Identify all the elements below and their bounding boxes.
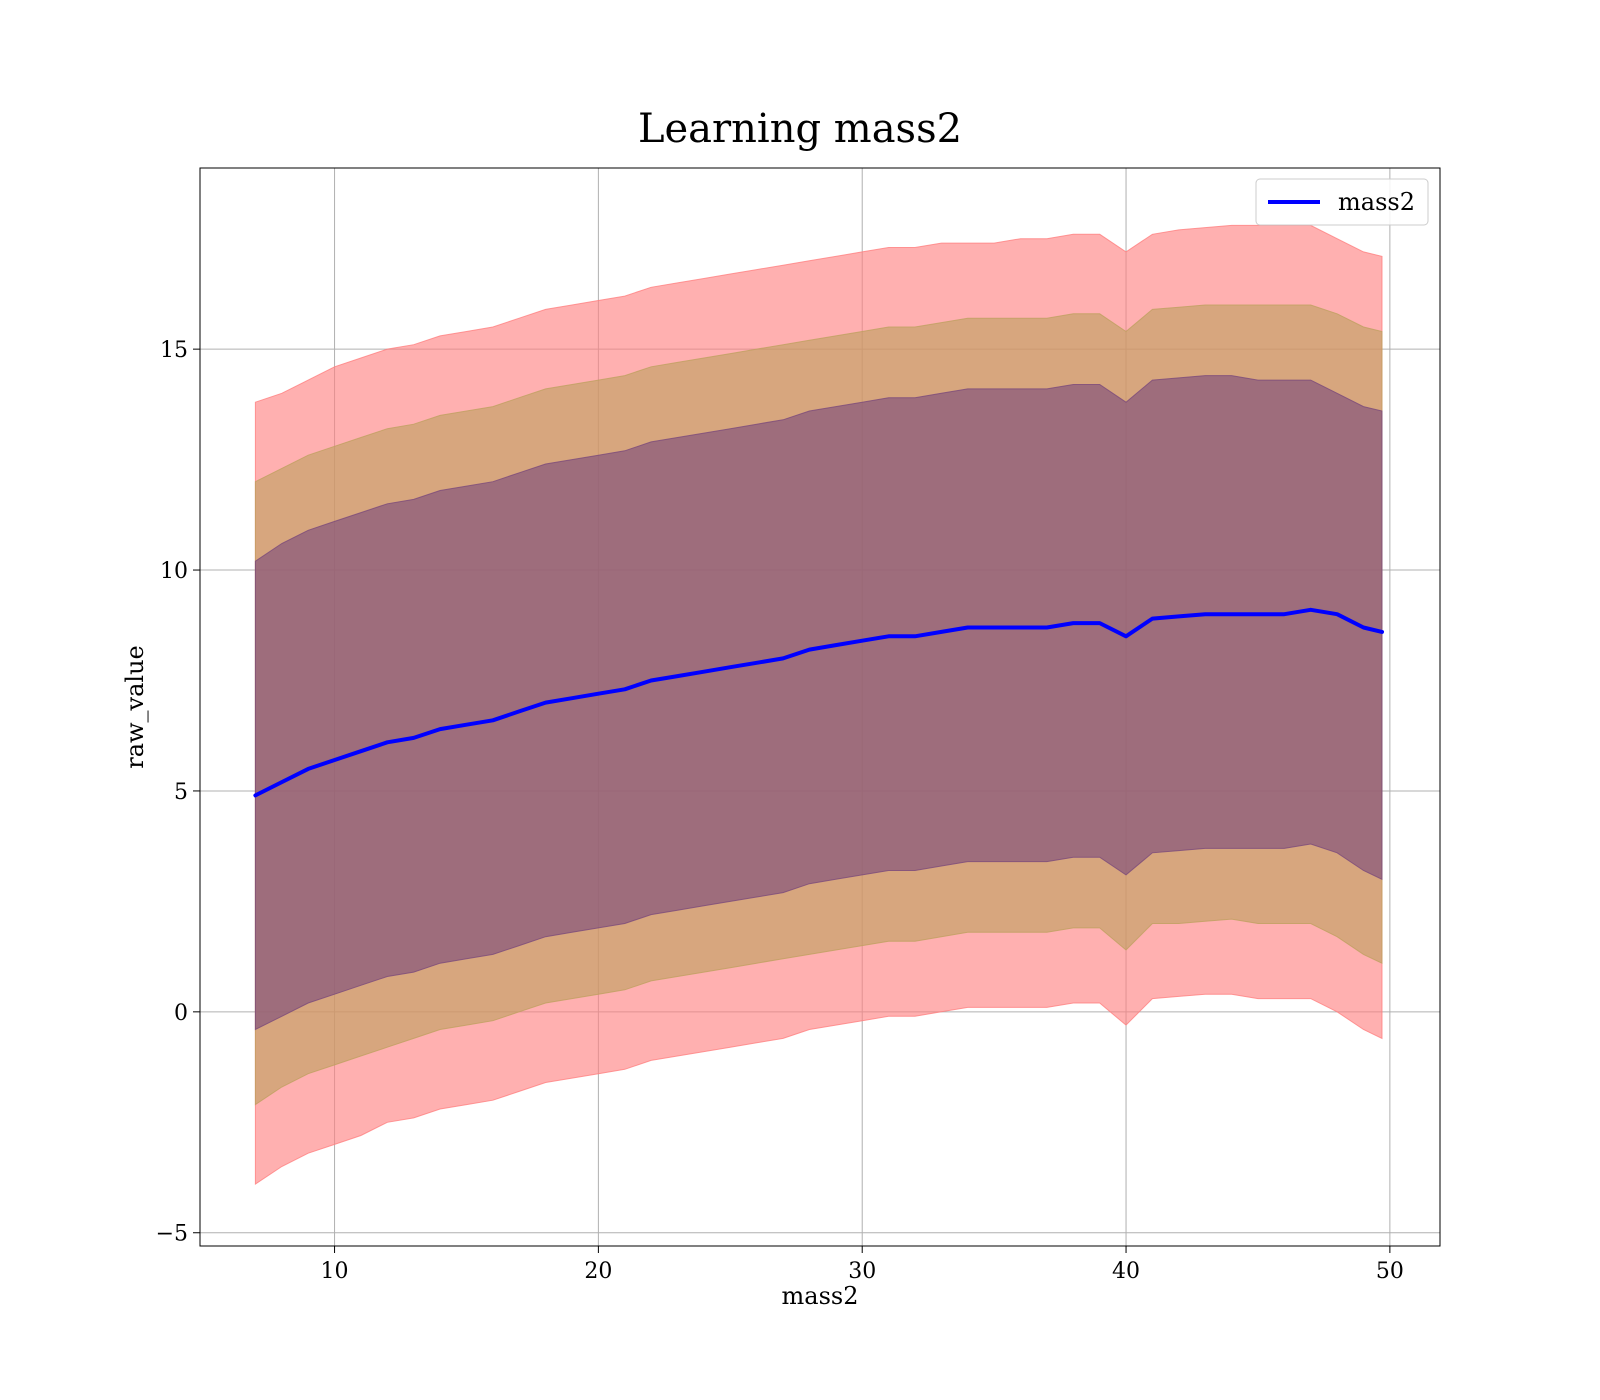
x-tick-label: 10: [321, 1259, 349, 1284]
y-tick-label: 5: [174, 780, 188, 805]
x-axis-ticks: 10 20 30 40 50: [321, 1246, 1404, 1284]
chart-title: Learning mass2: [638, 106, 962, 152]
series-lines: [253, 607, 1384, 798]
legend: mass2: [1255, 178, 1429, 226]
x-tick-label: 20: [584, 1259, 612, 1284]
x-tick-label: 30: [848, 1259, 876, 1284]
confidence-bands: [254, 224, 1383, 1186]
y-axis-ticks: −5 0 5 10 15: [156, 338, 200, 1247]
x-tick-label: 50: [1376, 1259, 1404, 1284]
band-2: [254, 375, 1383, 1031]
x-tick-label: 40: [1112, 1259, 1140, 1284]
y-tick-label: 10: [160, 559, 188, 584]
x-axis-label: mass2: [782, 1282, 859, 1310]
legend-label-mass2: mass2: [1338, 188, 1415, 216]
plot-frame: [199, 167, 1441, 1247]
y-tick-label: −5: [156, 1222, 188, 1247]
y-tick-label: 15: [160, 338, 188, 363]
series-line-mass2: [253, 607, 1384, 798]
y-tick-label: 0: [174, 1001, 188, 1026]
legend-box: [1255, 178, 1429, 226]
y-axis-label: raw_value: [121, 645, 149, 769]
